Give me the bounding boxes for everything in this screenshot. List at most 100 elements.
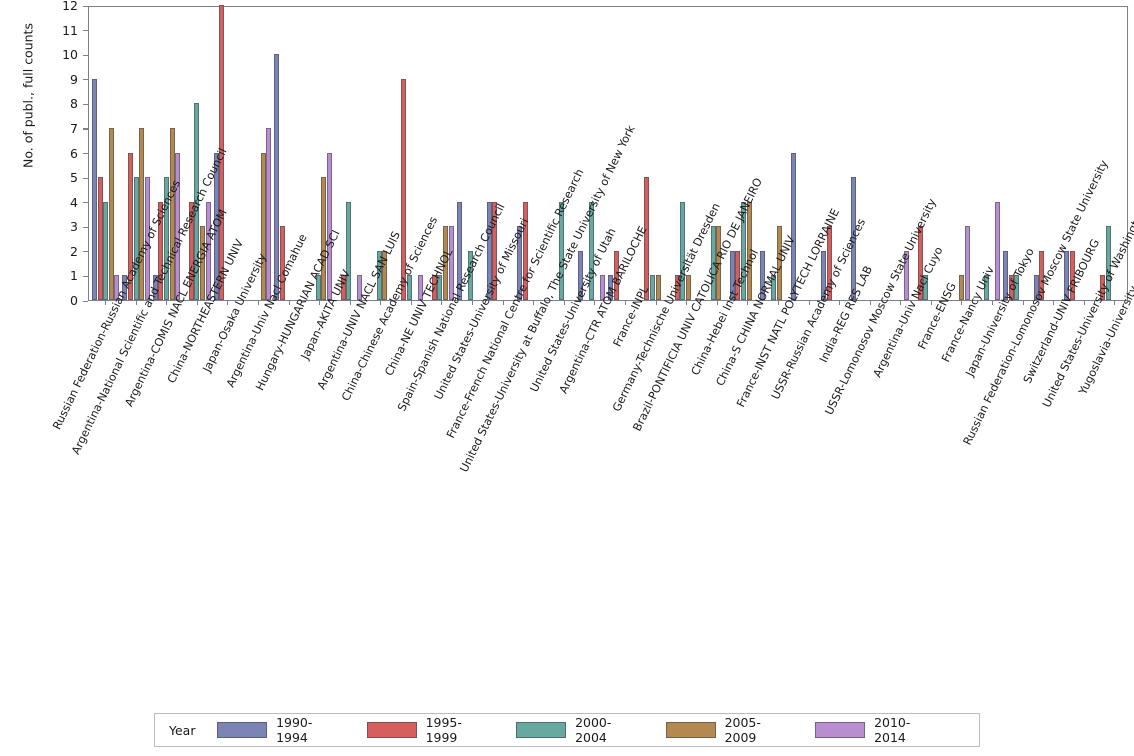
x-axis-tick-mark [1053,301,1055,305]
x-axis-tick-mark [992,301,994,305]
bar [382,250,388,300]
bar [122,275,128,300]
bar [97,177,103,300]
legend-swatch [516,722,567,738]
legend-item[interactable]: 2005-2009 [665,715,790,745]
bar-group [92,7,122,300]
bar-group [548,7,578,300]
bar [133,177,139,300]
bar [92,78,97,300]
y-axis-tick-label: 11 [62,22,78,38]
y-axis-tick-label: 3 [70,219,78,235]
bar [486,201,492,300]
x-axis-tick-mark [502,301,504,305]
bar-group [396,7,426,300]
x-axis-tick-mark [594,301,596,305]
y-axis-tick-mark [83,153,88,155]
bar [826,226,832,300]
bar [266,127,272,300]
y-axis-tick-mark [83,300,88,302]
bar [741,201,747,300]
bar [1003,250,1009,300]
bar-group [213,5,244,300]
bar [517,226,523,300]
bar-group [882,7,912,300]
bar [418,275,424,300]
bar [260,152,266,300]
bar [644,177,650,300]
bar [448,226,454,300]
bar [600,275,606,300]
bar-group [1003,7,1033,300]
bar [213,152,219,300]
x-axis-ticks [88,301,1128,306]
legend-item[interactable]: 1990-1994 [217,715,341,745]
x-axis-tick-mark [686,301,688,305]
x-axis-tick-mark [410,301,412,305]
x-axis-tick-mark [716,301,718,305]
bar-groups [89,5,1127,300]
legend-item[interactable]: 2010-2014 [815,715,939,745]
x-axis-tick-mark [533,301,535,305]
bar [144,177,150,300]
bar-group [517,7,547,300]
x-axis-tick-mark [288,301,290,305]
bar [219,5,225,300]
bar [139,127,145,300]
bar [401,78,407,300]
y-axis-tick-mark [83,5,88,7]
bar-group [639,7,669,300]
bar [467,250,473,300]
bar-group [1094,7,1124,300]
x-axis-tick-mark [930,301,932,305]
bar [437,275,443,300]
x-axis-tick-mark [227,301,229,305]
bar [188,201,194,300]
bar [729,250,735,300]
bar [522,201,528,300]
x-axis-tick-mark [747,301,749,305]
bar [923,275,929,300]
x-axis-tick-mark [655,301,657,305]
x-axis-tick-mark [1022,301,1024,305]
y-axis-tick-label: 10 [62,47,78,63]
bar [716,226,722,300]
y-axis-tick-label: 2 [70,243,78,259]
legend: Year 1990-1994 1995-1999 2000-2004 2005-200… [154,713,980,747]
x-axis-tick-mark [349,301,351,305]
bar-group [700,7,730,300]
y-axis-tick-label: 12 [62,0,78,13]
legend-label: 1990-1994 [276,715,313,745]
bar-group [365,7,395,300]
legend-label: 2000-2004 [575,715,612,745]
legend-item[interactable]: 2000-2004 [516,715,640,745]
bar-group [851,7,881,300]
legend-item[interactable]: 1995-1999 [366,715,491,745]
bar-group [183,7,213,300]
bar [376,250,382,300]
x-axis-tick-mark [441,301,443,305]
bar [175,152,181,300]
bar-group [760,7,790,300]
x-axis-tick-mark [166,301,168,305]
bar [108,127,114,300]
bar-group [456,7,487,300]
bar [442,226,448,300]
bar-group [274,7,304,300]
y-axis-tick-mark [83,30,88,32]
y-axis-tick-mark [83,128,88,130]
x-axis-tick-mark [808,301,810,305]
bar [315,275,321,300]
bar-group [152,7,183,300]
y-axis-tick-label: 5 [70,170,78,186]
y-axis-tick-mark [83,251,88,253]
bar [1039,250,1045,300]
bar [327,152,332,300]
bar [904,250,910,300]
y-axis-tick-label: 0 [70,293,78,308]
bar [984,275,990,300]
bar [821,250,826,300]
bar [578,250,583,300]
y-axis-tick-mark [83,79,88,81]
